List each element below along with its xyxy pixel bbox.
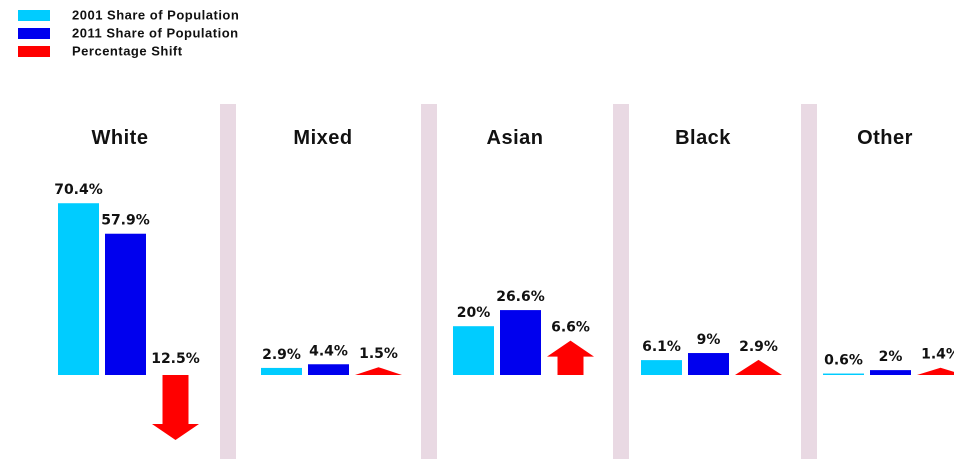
legend-label: Percentage Shift xyxy=(72,43,183,58)
bar xyxy=(641,360,682,375)
value-label: 9% xyxy=(697,332,721,348)
shift-arrow xyxy=(735,359,782,375)
separator xyxy=(801,104,817,459)
category-title: Black xyxy=(675,127,731,149)
separator xyxy=(220,104,236,459)
value-label: 1.5% xyxy=(359,346,398,362)
bar xyxy=(500,310,541,375)
value-label: 6.6% xyxy=(551,320,590,336)
legend-label: 2001 Share of Population xyxy=(72,7,239,22)
bar xyxy=(453,326,494,375)
bar xyxy=(308,364,349,375)
value-label: 20% xyxy=(457,305,491,321)
bar xyxy=(823,373,864,375)
value-label: 26.6% xyxy=(496,289,545,305)
legend-label: 2011 Share of Population xyxy=(72,25,239,40)
bar xyxy=(261,367,302,375)
separator xyxy=(613,104,629,459)
value-label: 1.4% xyxy=(921,347,954,363)
shift-arrow xyxy=(547,340,594,375)
category-title: Other xyxy=(857,127,913,149)
legend-swatch xyxy=(18,46,50,57)
category-title: White xyxy=(92,127,149,149)
shift-arrow xyxy=(355,367,402,375)
value-label: 2.9% xyxy=(739,339,778,355)
shift-arrow xyxy=(152,375,199,440)
value-label: 0.6% xyxy=(824,353,863,369)
value-label: 6.1% xyxy=(642,339,681,355)
legend-swatch xyxy=(18,10,50,21)
separator xyxy=(421,104,437,459)
category-title: Asian xyxy=(487,127,544,149)
value-label: 12.5% xyxy=(151,351,200,367)
bar xyxy=(105,233,146,375)
value-label: 57.9% xyxy=(101,213,150,229)
value-label: 70.4% xyxy=(54,182,103,198)
value-label: 2% xyxy=(879,349,903,365)
category-title: Mixed xyxy=(293,127,352,149)
bar xyxy=(58,203,99,375)
bar xyxy=(870,370,911,375)
separators xyxy=(220,104,817,459)
value-label: 2.9% xyxy=(262,347,301,363)
bar xyxy=(688,353,729,375)
legend-swatch xyxy=(18,28,50,39)
value-label: 4.4% xyxy=(309,343,348,359)
shift-arrow xyxy=(917,367,954,375)
